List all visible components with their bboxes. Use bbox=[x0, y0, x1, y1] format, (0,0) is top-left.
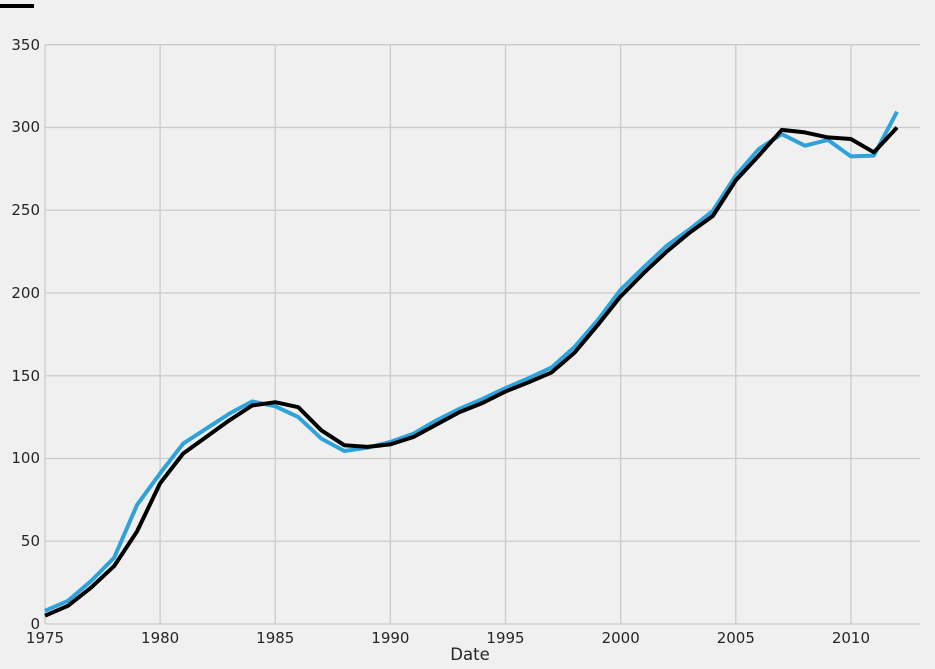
y-tick-label-300: 300 bbox=[11, 118, 40, 137]
series-blue-line bbox=[44, 110, 899, 613]
stray-mark bbox=[0, 4, 34, 8]
series-black-line bbox=[44, 126, 899, 618]
y-tick-label-50: 50 bbox=[20, 532, 40, 551]
x-tick-label-1985: 1985 bbox=[256, 629, 295, 647]
y-tick-label-250: 250 bbox=[11, 201, 40, 220]
x-axis-title: Date bbox=[450, 645, 490, 664]
x-tick-label-1975: 1975 bbox=[25, 629, 65, 647]
x-tick-label-2005: 2005 bbox=[716, 629, 755, 647]
y-tick-label-200: 200 bbox=[11, 283, 40, 302]
x-tick-label-2000: 2000 bbox=[601, 629, 640, 647]
y-tick-label-100: 100 bbox=[11, 449, 40, 468]
x-tick-label-1995: 1995 bbox=[486, 629, 525, 647]
x-tick-label-1980: 1980 bbox=[141, 629, 180, 647]
x-tick-label-1990: 1990 bbox=[371, 629, 410, 647]
x-tick-label-2010: 2010 bbox=[831, 629, 870, 647]
y-tick-label-350: 350 bbox=[11, 35, 40, 54]
y-tick-label-0: 0 bbox=[30, 615, 40, 633]
y-tick-label-150: 150 bbox=[11, 366, 40, 385]
